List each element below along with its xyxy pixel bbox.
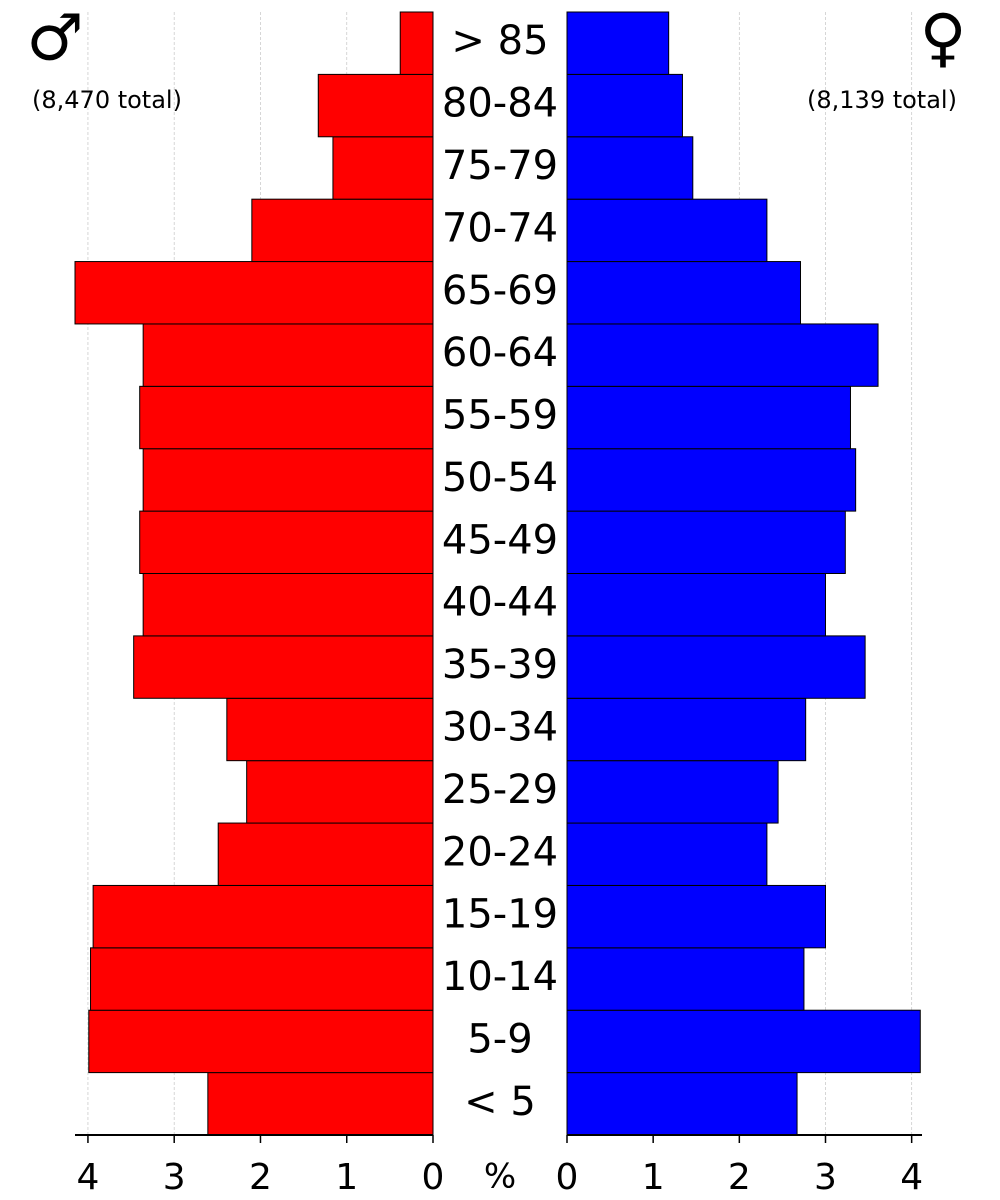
- legend-total: (8,470 total): [32, 86, 182, 114]
- bar: [90, 947, 434, 1011]
- bar: [566, 884, 826, 949]
- category-label: 15-19: [442, 892, 558, 938]
- bar: [317, 73, 434, 138]
- bar: [399, 11, 434, 75]
- bar: [566, 385, 851, 450]
- bar: [566, 697, 807, 762]
- legend-total: (8,139 total): [807, 86, 957, 114]
- category-label: 80-84: [442, 81, 558, 127]
- bar: [226, 697, 434, 762]
- bar: [88, 1009, 434, 1074]
- bar: [566, 1009, 921, 1074]
- bar: [139, 385, 434, 450]
- category-label: 45-49: [442, 517, 558, 563]
- bar: [217, 822, 434, 886]
- bar: [566, 136, 694, 200]
- x-tick-label: 4: [900, 1157, 923, 1198]
- x-tick-label: 2: [249, 1157, 272, 1198]
- category-label: 60-64: [442, 330, 558, 376]
- category-label: 75-79: [442, 143, 558, 189]
- bar: [566, 822, 768, 886]
- x-tick-label: 1: [335, 1157, 358, 1198]
- bar: [142, 323, 434, 387]
- category-label: 40-44: [442, 580, 558, 626]
- bar: [566, 635, 866, 699]
- category-label: 35-39: [442, 642, 558, 688]
- bar: [566, 947, 805, 1011]
- bar: [566, 1072, 798, 1136]
- category-label: 20-24: [442, 829, 558, 875]
- bar: [566, 11, 670, 75]
- bar: [142, 448, 434, 512]
- bar: [566, 198, 768, 263]
- x-tick-label: 2: [728, 1157, 751, 1198]
- bar: [332, 136, 434, 200]
- bar: [139, 510, 434, 575]
- legend-symbol: ♂: [26, 2, 83, 76]
- bar: [566, 261, 802, 325]
- bar: [92, 884, 434, 949]
- x-tick-label: 1: [642, 1157, 665, 1198]
- category-label: 55-59: [442, 393, 558, 439]
- category-label: < 5: [464, 1079, 536, 1125]
- bar: [251, 198, 434, 263]
- bar: [566, 510, 846, 575]
- category-label: 50-54: [442, 455, 558, 501]
- category-label: > 85: [451, 18, 548, 64]
- bar: [246, 760, 434, 824]
- x-tick-label: 4: [76, 1157, 99, 1198]
- bar: [566, 760, 779, 824]
- bar: [133, 635, 434, 699]
- category-label: 70-74: [442, 205, 558, 251]
- bar: [142, 573, 434, 637]
- x-tick-label: 0: [556, 1157, 579, 1198]
- bar: [566, 573, 826, 637]
- x-tick-label: 3: [814, 1157, 837, 1198]
- category-label: 5-9: [467, 1016, 532, 1062]
- category-label: 25-29: [442, 767, 558, 813]
- category-label: 65-69: [442, 268, 558, 314]
- bar: [207, 1072, 434, 1136]
- bar: [566, 323, 879, 387]
- bar: [566, 73, 683, 138]
- category-label: 10-14: [442, 954, 558, 1000]
- bar: [74, 261, 434, 325]
- x-axis-label: %: [484, 1157, 516, 1197]
- category-label: 30-34: [442, 704, 558, 750]
- legend-symbol: ♀: [920, 2, 967, 76]
- x-tick-label: 3: [163, 1157, 186, 1198]
- bar: [566, 448, 857, 512]
- x-tick-label: 0: [422, 1157, 445, 1198]
